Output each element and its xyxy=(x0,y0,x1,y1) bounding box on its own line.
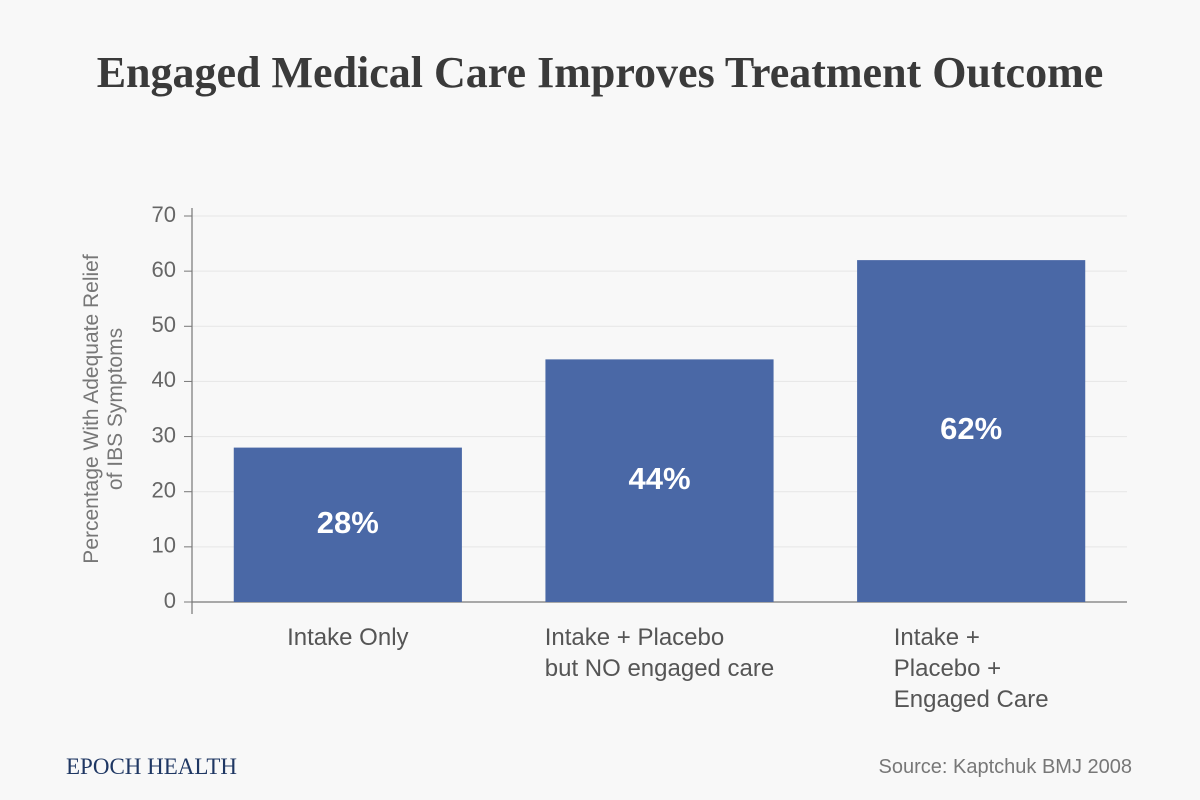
source: Source: Kaptchuk BMJ 2008 xyxy=(878,756,1132,778)
brand: EPOCH HEALTH xyxy=(66,754,238,779)
x-tick-label: Intake + Placebo but NO engaged care xyxy=(544,624,775,682)
y-tick-label: 0 xyxy=(164,588,176,613)
bar xyxy=(233,447,462,602)
bar xyxy=(857,260,1086,602)
y-tick-label: 50 xyxy=(152,312,176,337)
x-tick-label: Intake Only xyxy=(287,624,409,651)
value-label: 62% xyxy=(940,411,1002,446)
y-axis-label: Percentage With Adequate Relief of IBS S… xyxy=(80,254,127,564)
value-label: 44% xyxy=(628,461,690,496)
y-tick-label: 40 xyxy=(152,367,176,392)
bar xyxy=(545,359,774,602)
chart-title: Engaged Medical Care Improves Treatment … xyxy=(97,48,1104,97)
y-tick-label: 10 xyxy=(152,533,176,558)
y-tick-label: 30 xyxy=(152,422,176,447)
value-label: 28% xyxy=(317,505,379,540)
y-tick-label: 20 xyxy=(152,478,176,503)
x-tick-label: Intake + Placebo + Engaged Care xyxy=(893,624,1049,713)
y-tick-label: 70 xyxy=(152,202,176,227)
y-tick-label: 60 xyxy=(152,257,176,282)
